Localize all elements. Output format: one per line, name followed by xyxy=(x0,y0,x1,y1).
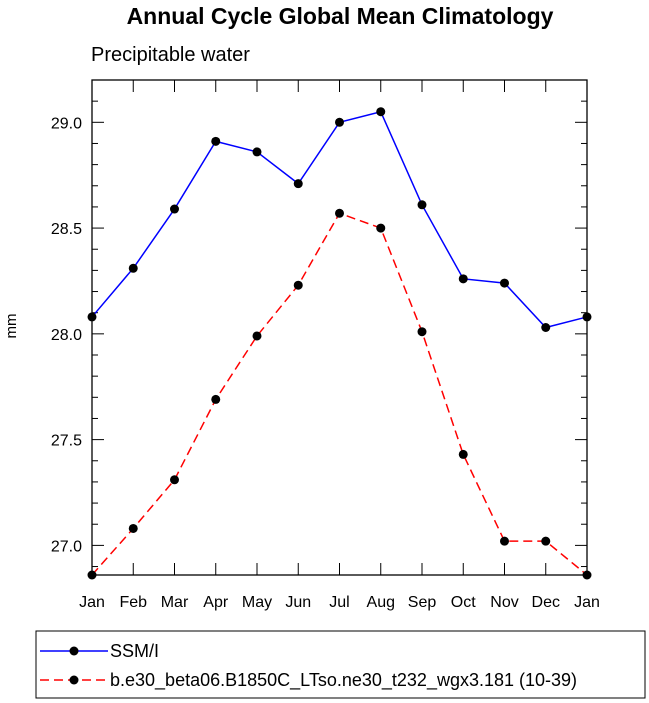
series-2-point xyxy=(417,327,427,337)
y-tick-label: 27.5 xyxy=(51,433,82,450)
series-1-point xyxy=(541,323,551,332)
legend-box xyxy=(35,630,646,699)
series-2-point xyxy=(541,536,551,546)
legend-marker-1 xyxy=(69,646,79,656)
x-tick-label: Dec xyxy=(532,594,560,611)
series-1-point xyxy=(500,278,509,288)
y-tick-label: 29.0 xyxy=(51,115,82,132)
series-2-point xyxy=(293,280,303,290)
series-2-point xyxy=(500,536,509,546)
series-2-point xyxy=(458,449,468,459)
chart-subtitle: Precipitable water xyxy=(91,44,250,66)
y-axis-label: mm xyxy=(3,314,20,339)
series-1-point xyxy=(335,117,344,127)
x-tick-label: Jul xyxy=(329,594,349,611)
y-tick-label: 27.0 xyxy=(51,538,82,555)
series-1-point xyxy=(458,274,468,284)
x-tick-label: Feb xyxy=(119,594,147,611)
series-line-2 xyxy=(91,212,588,576)
series-1-point xyxy=(582,312,592,322)
axis-ticks: Jan Feb Mar Apr May Jun Jul Aug Sep Oct Nov Dec Jan 2… xyxy=(51,79,600,611)
series-1-point xyxy=(252,147,262,157)
legend-label-1: SSM/I xyxy=(110,641,159,661)
series-2-point xyxy=(170,475,179,485)
x-tick-label: Apr xyxy=(203,594,229,611)
series-1-point xyxy=(87,312,97,322)
series-2-point xyxy=(211,394,221,404)
series-layer xyxy=(87,107,592,580)
series-1-point xyxy=(170,204,179,214)
plot-frame xyxy=(91,79,588,576)
series-1-point xyxy=(417,200,427,210)
series-2-point xyxy=(376,223,386,233)
series-1-point xyxy=(293,179,303,189)
y-tick-label: 28.0 xyxy=(51,327,82,344)
legend-label-2: b.e30_beta06.B1850C_LTso.ne30_t232_wgx3.… xyxy=(110,670,577,691)
y-tick-label: 28.5 xyxy=(51,221,82,238)
series-2-point xyxy=(87,570,97,580)
x-tick-label: Jan xyxy=(574,594,600,611)
x-tick-label: Nov xyxy=(490,594,518,611)
x-tick-label: Mar xyxy=(161,594,189,611)
series-1-point xyxy=(211,136,221,146)
legend-marker-2 xyxy=(69,675,79,685)
series-line-1 xyxy=(91,110,588,329)
series-2-point xyxy=(252,331,262,341)
x-tick-label: Jan xyxy=(79,594,105,611)
series-1-point xyxy=(376,107,386,117)
series-2-point xyxy=(582,570,592,580)
x-tick-label: Aug xyxy=(367,594,395,611)
plot-area xyxy=(91,79,588,576)
x-tick-label: Jun xyxy=(285,594,311,611)
legend: SSM/I b.e30_beta06.B1850C_LTso.ne30_t232_… xyxy=(35,630,646,699)
series-1-point xyxy=(128,263,138,273)
x-tick-label: Oct xyxy=(451,594,476,611)
series-2-point xyxy=(128,523,138,533)
x-tick-label: Sep xyxy=(408,594,437,611)
series-2-point xyxy=(335,208,344,218)
x-tick-label: May xyxy=(242,594,272,611)
chart-title: Annual Cycle Global Mean Climatology xyxy=(127,3,554,29)
